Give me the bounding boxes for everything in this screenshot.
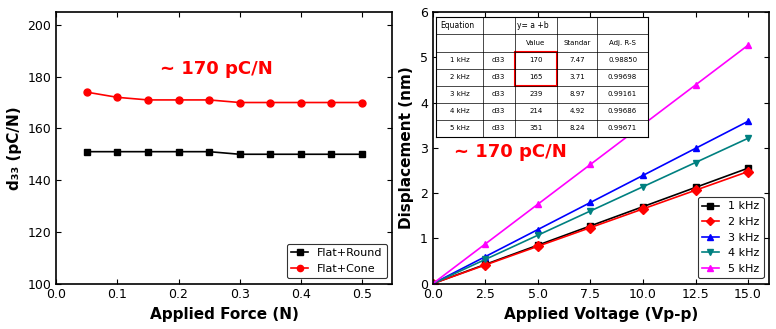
Flat+Round [113, 150, 122, 154]
5 kHz [639, 123, 648, 127]
Flat+Cone [296, 101, 306, 105]
1 kHz [586, 224, 595, 228]
2 kHz [586, 226, 595, 230]
Flat+Cone [357, 101, 366, 105]
Line: Flat+Round: Flat+Round [83, 148, 365, 158]
Flat+Round [235, 152, 244, 156]
1 kHz [428, 282, 438, 286]
4 kHz [428, 282, 438, 286]
Flat+Round [357, 152, 366, 156]
Flat+Cone [265, 101, 275, 105]
Flat+Round [144, 150, 153, 154]
1 kHz [533, 243, 542, 247]
Flat+Cone [174, 98, 183, 102]
3 kHz [639, 173, 648, 177]
3 kHz [428, 282, 438, 286]
1 kHz [639, 205, 648, 209]
1 kHz [691, 186, 700, 190]
Flat+Cone [82, 90, 92, 94]
Flat+Round [296, 152, 306, 156]
Text: ~ 170 pC/N: ~ 170 pC/N [160, 60, 273, 78]
5 kHz [480, 242, 490, 246]
4 kHz [480, 257, 490, 261]
Y-axis label: Displacement (nm): Displacement (nm) [400, 66, 414, 229]
Line: 2 kHz: 2 kHz [429, 168, 751, 287]
2 kHz [691, 188, 700, 192]
5 kHz [586, 163, 595, 166]
2 kHz [639, 207, 648, 211]
Legend: 1 kHz, 2 kHz, 3 kHz, 4 kHz, 5 kHz: 1 kHz, 2 kHz, 3 kHz, 4 kHz, 5 kHz [698, 197, 764, 278]
3 kHz [480, 255, 490, 259]
4 kHz [586, 209, 595, 213]
Flat+Round [174, 150, 183, 154]
4 kHz [743, 136, 753, 140]
3 kHz [691, 146, 700, 150]
4 kHz [691, 161, 700, 164]
2 kHz [480, 263, 490, 267]
5 kHz [428, 282, 438, 286]
Flat+Cone [204, 98, 213, 102]
Flat+Round [204, 150, 213, 154]
Y-axis label: d₃₃ (pC/N): d₃₃ (pC/N) [7, 106, 22, 190]
Line: 4 kHz: 4 kHz [429, 135, 751, 287]
4 kHz [639, 185, 648, 189]
1 kHz [480, 263, 490, 266]
Line: 1 kHz: 1 kHz [429, 165, 751, 287]
Flat+Round [327, 152, 336, 156]
Line: 3 kHz: 3 kHz [429, 118, 751, 287]
5 kHz [743, 43, 753, 47]
X-axis label: Applied Voltage (Vp-p): Applied Voltage (Vp-p) [504, 307, 698, 322]
2 kHz [428, 282, 438, 286]
Flat+Round [265, 152, 275, 156]
5 kHz [691, 83, 700, 87]
Text: ~ 170 pC/N: ~ 170 pC/N [454, 143, 566, 161]
X-axis label: Applied Force (N): Applied Force (N) [150, 307, 299, 322]
3 kHz [533, 228, 542, 232]
Legend: Flat+Round, Flat+Cone: Flat+Round, Flat+Cone [287, 244, 387, 278]
Flat+Cone [235, 101, 244, 105]
2 kHz [743, 169, 753, 173]
Line: 5 kHz: 5 kHz [429, 42, 751, 287]
Flat+Round [82, 150, 92, 154]
3 kHz [586, 200, 595, 204]
4 kHz [533, 233, 542, 237]
Flat+Cone [113, 95, 122, 99]
Flat+Cone [144, 98, 153, 102]
5 kHz [533, 202, 542, 206]
Flat+Cone [327, 101, 336, 105]
1 kHz [743, 166, 753, 170]
2 kHz [533, 244, 542, 248]
3 kHz [743, 119, 753, 123]
Line: Flat+Cone: Flat+Cone [83, 89, 365, 106]
